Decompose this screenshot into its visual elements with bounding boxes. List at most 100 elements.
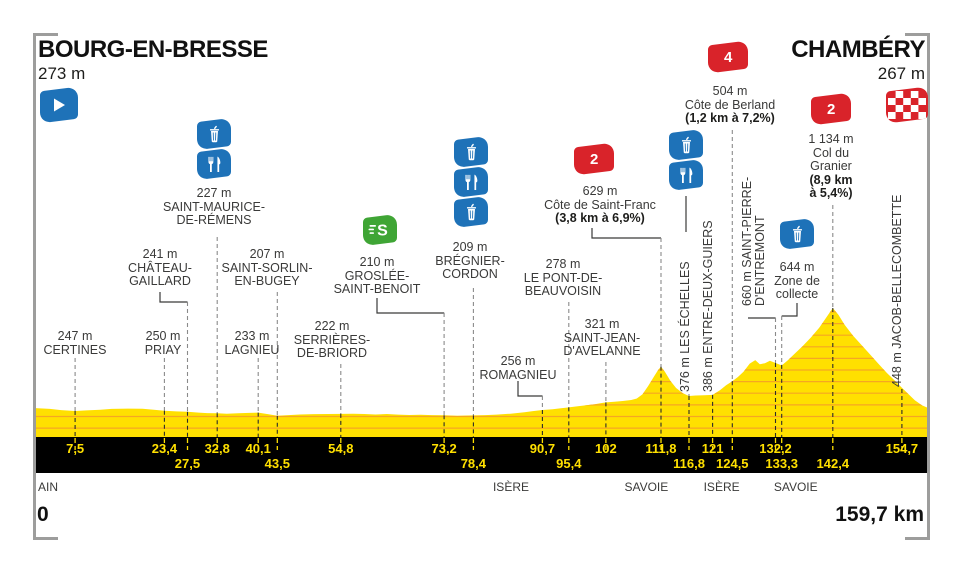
finish-city-elevation: 267 m [877,64,925,83]
waypoint-elevation: 321 m [584,317,620,331]
waypoint-name-line: ROMAGNIEU [479,367,557,382]
start-city-name: BOURG-EN-BRESSE [38,36,268,63]
waypoint-name-line: CHÂTEAU- [128,260,192,275]
label-connector [781,303,798,317]
trash-icon-glyph [677,136,696,155]
waypoint-elevation: 256 m [500,354,536,368]
sprint-icon-glyph: S [368,219,392,241]
km-mark: 121 [701,441,724,456]
play-triangle-icon [49,95,69,115]
food-icon-glyph [462,173,481,192]
department-label: AIN [38,480,59,494]
food-icon [197,147,231,181]
km-mark: 32,8 [204,441,230,456]
climb-category-flag: 4 [708,40,748,74]
waypoint-elevation: 644 m [779,260,815,274]
food-icon-glyph [677,166,696,185]
waypoint-label: 222 m SERRIÈRES- DE-BRIORD [293,319,371,361]
waypoint-label: 241 m CHÂTEAU- GAILLARD [128,247,192,289]
label-connector [159,292,188,303]
climb-gradient-line: à 5,4%) [809,186,853,200]
trash-icon [780,217,814,251]
waypoint-name-line: BEAUVOISIN [524,284,602,298]
waypoint-elevation: 1 134 m [808,132,854,146]
start-city-block: BOURG-EN-BRESSE 273 m [38,36,268,84]
trash-icon [454,195,488,229]
climb-gradient-line: (3,8 km à 6,9%) [555,211,645,225]
waypoint-label-vertical: 376 m LES ÉCHELLES [678,261,692,392]
km-mark: 111,8 [645,441,677,456]
label-connector [517,381,543,397]
waypoint-name-line: CORDON [442,267,498,281]
food-icon-glyph [205,155,224,174]
waypoint-elevation: 241 m [142,247,178,261]
waypoint-label: 644 m Zone de collecte [774,260,820,302]
waypoint-label: 210 m GROSLÉE- SAINT-BENOIT [334,255,421,297]
waypoint-elevation: 250 m [145,329,181,343]
waypoint-name-line: SAINT-SORLIN- [221,260,313,275]
waypoint-name-line: Côte de Berland [684,97,776,112]
km-mark: 23,4 [151,441,178,456]
checkered-pattern [888,91,926,119]
km-mark: 90,7 [529,441,556,456]
food-icon [669,158,703,192]
waypoint-elevation: 233 m [234,329,270,343]
km-mark: 133,3 [765,456,798,471]
km-mark: 102 [595,441,617,456]
route-total-distance: 159,7 km [835,503,924,526]
waypoint-name-line: CERTINES [43,342,107,357]
waypoint-name-line: Granier [810,159,852,173]
sprint-icon: S [363,213,397,247]
trash-icon [454,135,488,169]
waypoint-elevation: 247 m [57,329,93,343]
km-bar [33,437,930,473]
waypoint-name-line: EN-BUGEY [234,274,300,288]
km-mark: 27,5 [174,456,201,471]
route-start-km: 0 [37,503,49,526]
waypoint-name-line: GAILLARD [129,274,191,288]
waypoint-label: 207 m SAINT-SORLIN- EN-BUGEY [221,247,313,289]
waypoint-name-line: D'AVELANNE [563,344,641,358]
waypoint-elevation: 629 m [582,184,618,198]
waypoint-name-line: 376 m LES ÉCHELLES [678,261,692,392]
waypoint-label: 278 m LE PONT-DE- BEAUVOISIN [523,257,603,299]
climb-gradient-line: (1,2 km à 7,2%) [685,111,775,125]
km-mark: 54,8 [328,441,354,456]
waypoint-label: 1 134 m Col du Granier (8,9 km à 5,4%) [808,132,854,201]
trash-icon-glyph [462,203,481,222]
km-mark: 132,2 [759,441,792,456]
km-mark: 7,5 [66,441,85,456]
waypoint-name-line: Côte de Saint-Franc [544,197,656,212]
department-label: SAVOIE [773,480,818,494]
waypoint-label-vertical: 660 m SAINT-PIERRE- D'ENTREMONT [740,177,767,306]
waypoint-name-line: DE-RÉMENS [176,213,252,227]
climb-category-flag: 2 [574,142,614,176]
waypoint-label: 504 m Côte de Berland (1,2 km à 7,2%) [684,84,776,126]
finish-city-block: CHAMBÉRY 267 m [791,36,925,84]
trash-icon-glyph [205,125,224,144]
waypoint-elevation: 222 m [314,319,350,333]
waypoint-name-line: LE PONT-DE- [523,270,603,285]
waypoint-name-line: DE-BRIORD [296,346,368,360]
finish-city-name: CHAMBÉRY [791,36,925,63]
waypoint-name-line: Zone de [774,273,820,288]
km-mark: 142,4 [816,456,850,471]
waypoint-name-line: PRIAY [144,342,182,357]
trash-icon [197,117,231,151]
waypoint-name-line: SERRIÈRES- [293,332,371,347]
department-label: ISÈRE [492,480,529,494]
waypoint-label: 629 m Côte de Saint-Franc (3,8 km à 6,9%) [544,184,656,226]
food-icon [454,165,488,199]
waypoint-name-line: 386 m ENTRE-DEUX-GUIERS [701,220,715,392]
start-flag-icon [40,86,78,124]
waypoint-name-line: LAGNIEU [224,342,280,357]
waypoint-label: 250 m PRIAY [144,329,182,357]
waypoint-name-line: collecte [775,287,819,301]
waypoint-label: 256 m ROMAGNIEU [479,354,557,382]
waypoint-elevation: 278 m [545,257,581,271]
trash-icon-glyph [462,143,481,162]
km-mark: 124,5 [716,456,749,471]
department-label: SAVOIE [624,480,669,494]
